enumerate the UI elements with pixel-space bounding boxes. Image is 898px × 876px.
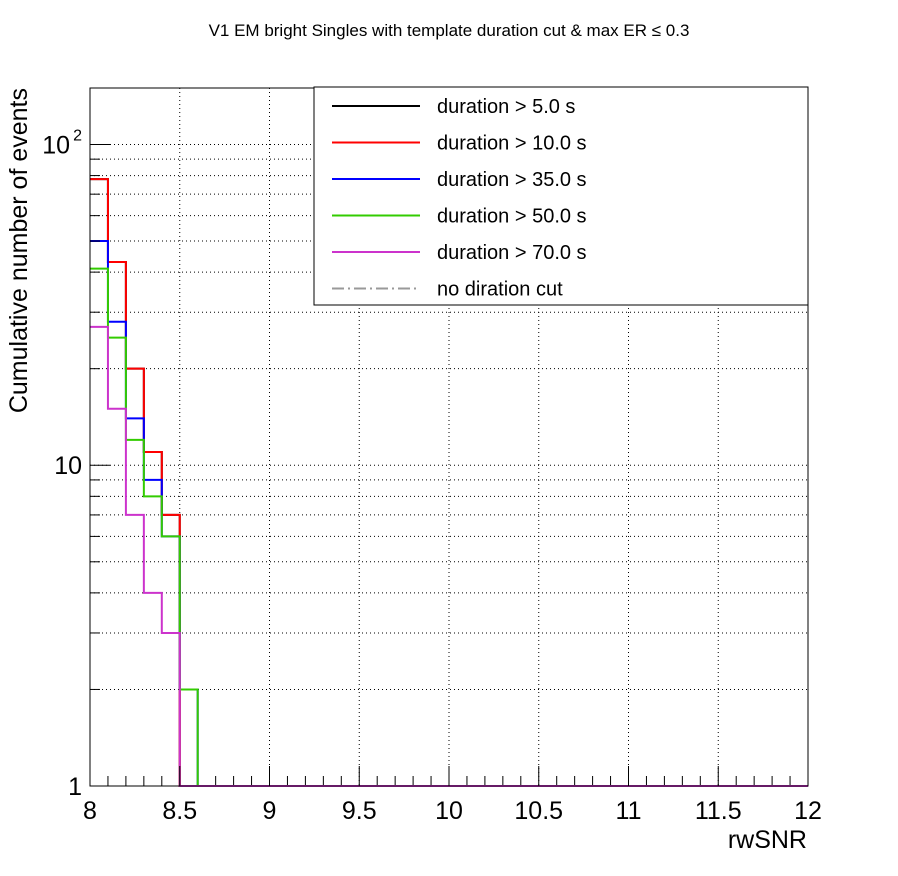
y-tick-label: 1 — [68, 773, 82, 801]
legend-label: duration > 70.0 s — [437, 242, 587, 264]
y-tick-label: 10 — [42, 131, 70, 159]
legend-label: duration > 35.0 s — [437, 169, 587, 191]
x-tick-label: 8 — [83, 797, 97, 825]
y-tick-label: 10 — [54, 452, 82, 480]
minor-ticks — [107, 776, 791, 786]
x-axis-ticks: 8 8.5 9 9.5 10 10.5 11 11.5 12 — [83, 766, 822, 825]
x-tick-label: 12 — [794, 797, 822, 825]
legend-label: duration > 5.0 s — [437, 96, 575, 118]
legend-label: duration > 10.0 s — [437, 133, 587, 155]
legend-label: no diration cut — [437, 279, 563, 301]
y-tick-exponent: 2 — [73, 127, 82, 144]
x-tick-label: 11 — [616, 797, 642, 825]
x-tick-label: 9.5 — [342, 797, 377, 825]
chart-title: V1 EM bright Singles with template durat… — [209, 21, 690, 40]
x-tick-label: 10 — [435, 797, 463, 825]
x-axis-label: rwSNR — [728, 826, 807, 854]
x-tick-label: 10.5 — [514, 797, 563, 825]
legend-box — [313, 86, 809, 306]
x-tick-label: 9 — [263, 797, 277, 825]
y-axis-label: Cumulative number of events — [5, 88, 33, 413]
legend: duration > 5.0 s duration > 10.0 s duratio… — [313, 86, 809, 306]
x-tick-label: 11.5 — [695, 797, 742, 825]
x-tick-label: 8.5 — [162, 797, 197, 825]
legend-label: duration > 50.0 s — [437, 206, 587, 228]
